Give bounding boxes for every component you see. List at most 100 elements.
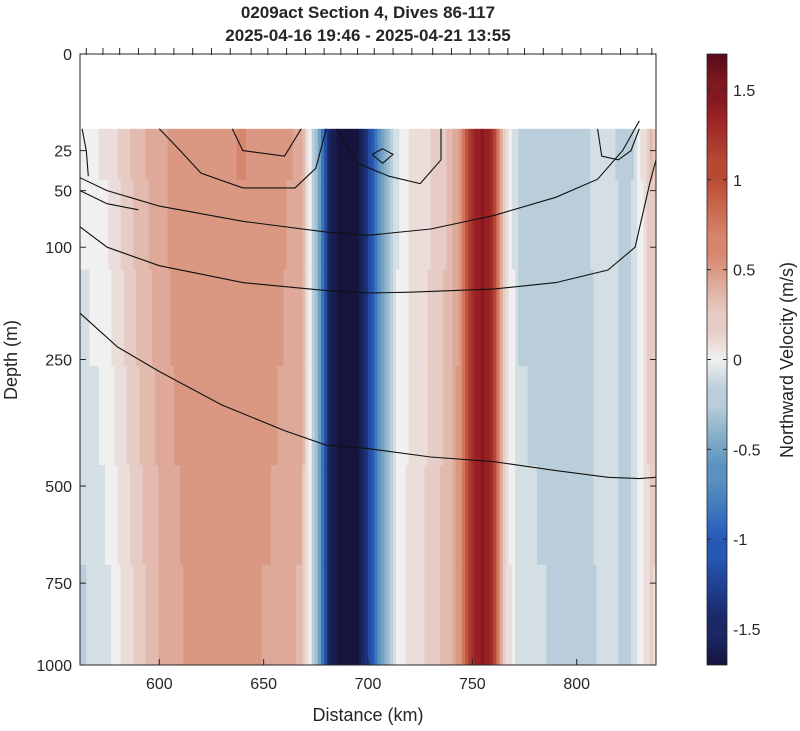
heatmap-cell <box>120 179 125 271</box>
heatmap-cell <box>602 128 607 181</box>
heatmap-cell <box>252 269 256 367</box>
heatmap-cell <box>321 269 325 367</box>
heatmap-cell <box>386 564 391 665</box>
heatmap-cell <box>321 366 325 466</box>
heatmap-cell <box>220 269 225 367</box>
heatmap-cell <box>465 366 469 466</box>
heatmap-cell <box>480 128 485 181</box>
heatmap-cell <box>189 465 194 566</box>
heatmap-cell <box>427 465 432 566</box>
heatmap-cell <box>540 366 544 466</box>
heatmap-cell <box>630 179 635 271</box>
heatmap-cell <box>496 564 501 665</box>
heatmap-cell <box>336 465 341 566</box>
heatmap-cell <box>186 465 191 566</box>
heatmap-cell <box>352 179 357 271</box>
heatmap-cell <box>189 128 194 181</box>
heatmap-cell <box>336 366 341 466</box>
heatmap-cell <box>183 128 188 181</box>
heatmap-cell <box>296 128 300 181</box>
heatmap-cell <box>80 366 84 466</box>
heatmap-cell <box>192 179 197 271</box>
heatmap-cell <box>145 465 150 566</box>
heatmap-cell <box>130 564 134 665</box>
heatmap-cell <box>136 564 141 665</box>
contour-line-c10 <box>371 148 394 165</box>
heatmap-cell <box>593 128 598 181</box>
heatmap-cell <box>155 564 159 665</box>
heatmap-cell <box>562 366 566 466</box>
heatmap-cell <box>433 564 438 665</box>
heatmap-cell <box>393 465 397 566</box>
heatmap-cell <box>505 366 510 466</box>
heatmap-cell <box>324 465 328 566</box>
heatmap-cell <box>123 564 128 665</box>
heatmap-cell <box>314 269 319 367</box>
heatmap-cell <box>249 366 253 466</box>
heatmap-cell <box>214 564 219 665</box>
heatmap-cell <box>361 179 366 271</box>
heatmap-cell <box>327 269 332 367</box>
heatmap-cell <box>167 269 172 367</box>
heatmap-cell <box>602 465 607 566</box>
heatmap-cell <box>245 564 250 665</box>
heatmap-cell <box>283 465 288 566</box>
heatmap-cell <box>167 366 172 466</box>
heatmap-cell <box>590 366 594 466</box>
heatmap-cell <box>624 465 629 566</box>
heatmap-cell <box>283 179 288 271</box>
heatmap-cell <box>643 128 648 181</box>
heatmap-cell <box>386 128 391 181</box>
heatmap-cell <box>148 269 153 367</box>
heatmap-cell <box>195 465 200 566</box>
heatmap-cell <box>602 564 607 665</box>
heatmap-cell <box>389 465 394 566</box>
heatmap-cell <box>342 564 347 665</box>
heatmap-cell <box>515 269 519 367</box>
heatmap-cell <box>602 179 607 271</box>
heatmap-cell <box>139 269 144 367</box>
heatmap-cell <box>86 366 90 466</box>
heatmap-cell <box>627 366 632 466</box>
heatmap-cell <box>217 128 222 181</box>
heatmap-cell <box>389 366 394 466</box>
heatmap-cell <box>101 128 106 181</box>
heatmap-cell <box>258 366 263 466</box>
heatmap-cell <box>602 269 607 367</box>
colorbar-tick-label: -1 <box>733 532 747 549</box>
heatmap-cell <box>277 179 281 271</box>
heatmap-cell <box>308 179 313 271</box>
heatmap-cell <box>587 465 591 566</box>
heatmap-cell <box>177 269 181 367</box>
heatmap-cell <box>342 366 347 466</box>
heatmap-cell <box>98 179 103 271</box>
heatmap-cell <box>443 366 447 466</box>
heatmap-cell <box>355 128 360 181</box>
heatmap-cell <box>352 366 357 466</box>
heatmap-cell <box>217 465 222 566</box>
heatmap-cell <box>418 128 422 181</box>
heatmap-cell <box>245 465 250 566</box>
heatmap-cell <box>399 366 404 466</box>
heatmap-cell <box>261 269 266 367</box>
heatmap-cell <box>530 128 535 181</box>
heatmap-cell <box>236 269 241 367</box>
heatmap-cell <box>358 179 363 271</box>
heatmap-cell <box>490 179 494 271</box>
heatmap-cell <box>89 366 94 466</box>
heatmap-cell <box>208 179 213 271</box>
heatmap-cell <box>170 269 175 367</box>
heatmap-cell <box>508 179 513 271</box>
heatmap-cell <box>245 128 250 181</box>
heatmap-cell <box>252 128 256 181</box>
heatmap-cell <box>427 128 432 181</box>
heatmap-cell <box>634 179 638 271</box>
heatmap-cell <box>364 128 369 181</box>
heatmap-cell <box>436 465 441 566</box>
heatmap-cell <box>220 366 225 466</box>
heatmap-cell <box>430 465 435 566</box>
contour-line-c1 <box>80 120 640 236</box>
heatmap-cell <box>261 179 266 271</box>
heatmap-cell <box>490 269 494 367</box>
heatmap-cell <box>518 366 522 466</box>
